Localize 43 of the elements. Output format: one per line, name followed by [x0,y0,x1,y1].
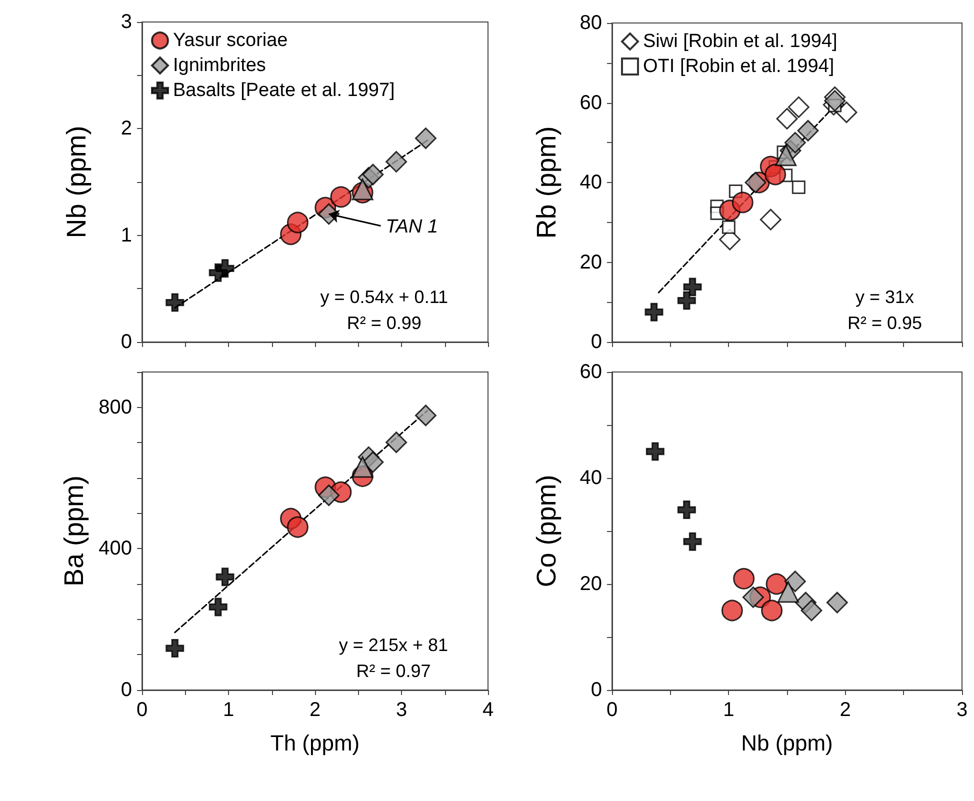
x-tick-label: 1 [723,699,734,721]
annotation: y = 0.54x + 0.11 [320,287,448,307]
annotation: R² = 0.95 [847,313,922,333]
x-tick-label: 2 [309,699,321,721]
y-tick-label: 0 [590,679,602,701]
y-tick-label: 3 [120,11,132,33]
annotation: TAN 1 [386,216,438,238]
x-tick-label: 1 [222,699,234,721]
legend-label: Yasur scoriae [173,30,288,51]
x-tick-label: 0 [606,699,618,721]
y-tick-label: 400 [98,538,132,560]
y-tick-label: 2 [120,118,132,140]
x-tick-label: 3 [396,699,408,721]
x-tick-label: 3 [956,699,968,721]
annotation: R² = 0.99 [346,313,422,333]
y-tick-label: 60 [580,92,602,114]
y-tick-label: 1 [120,224,132,246]
y-axis-title: Nb (ppm) [62,126,92,238]
x-tick-label: 4 [482,699,494,721]
annotation: y = 215x + 81 [338,635,448,655]
x-axis-title: Th (ppm) [270,730,360,756]
legend-label: Siwi [Robin et al. 1994] [643,31,838,52]
x-axis-title: Nb (ppm) [741,730,833,756]
y-axis-title: Co (ppm) [532,474,562,588]
y-axis-title: Ba (ppm) [59,475,90,587]
legend-label: Ignimbrites [173,55,266,76]
legend-label: Basalts [Peate et al. 1997] [173,80,395,101]
x-tick-label: 2 [840,699,851,721]
y-tick-label: 20 [580,573,602,595]
y-tick-label: 0 [120,679,132,701]
y-tick-label: 0 [120,331,132,353]
annotation: y = 31x [855,287,914,307]
y-tick-label: 60 [580,361,602,383]
y-tick-label: 0 [590,331,602,353]
x-tick-label: 0 [136,699,148,721]
y-tick-label: 20 [580,251,602,274]
y-tick-label: 40 [580,172,602,194]
y-axis-title: Rb (ppm) [532,126,562,239]
legend-label: OTI [Robin et al. 1994] [643,56,834,77]
annotation: R² = 0.97 [356,661,431,681]
y-tick-label: 80 [580,12,602,34]
y-tick-label: 800 [98,396,132,418]
y-tick-label: 40 [580,467,602,489]
